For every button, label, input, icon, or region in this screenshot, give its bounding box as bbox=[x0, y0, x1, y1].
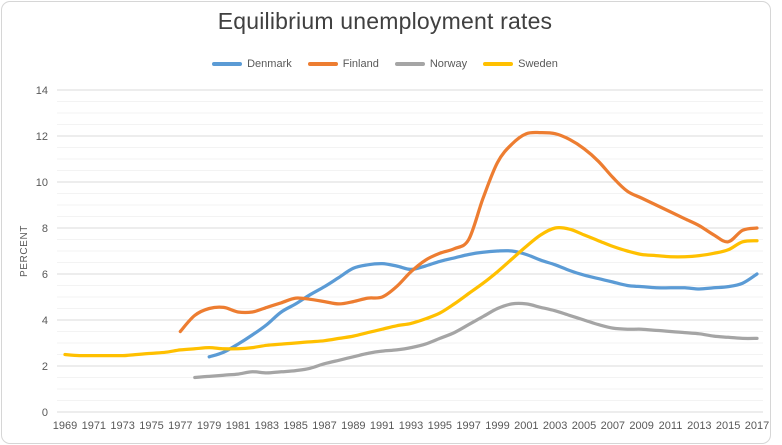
x-axis-tick-label: 2005 bbox=[572, 420, 596, 432]
x-axis-tick-label: 2007 bbox=[601, 420, 625, 432]
x-axis-tick-label: 1985 bbox=[283, 420, 307, 432]
x-axis-tick-label: 2015 bbox=[716, 420, 740, 432]
legend-label-denmark: Denmark bbox=[247, 58, 292, 70]
x-axis-tick-label: 1995 bbox=[428, 420, 452, 432]
x-axis-tick-label: 1997 bbox=[456, 420, 480, 432]
x-axis-tick-label: 1975 bbox=[139, 420, 163, 432]
x-axis-tick-label: 1979 bbox=[197, 420, 221, 432]
x-axis-tick-label: 1973 bbox=[110, 420, 134, 432]
legend-label-sweden: Sweden bbox=[518, 58, 558, 70]
y-axis-tick-label: 14 bbox=[36, 85, 48, 97]
series-lines bbox=[63, 130, 759, 380]
y-axis-tick-label: 0 bbox=[42, 407, 48, 419]
series-line-sweden bbox=[63, 225, 759, 358]
legend-swatch-sweden bbox=[483, 62, 514, 66]
legend-swatch-norway bbox=[394, 62, 425, 66]
x-axis-tick-label: 1977 bbox=[168, 420, 192, 432]
series-line-finland bbox=[178, 130, 759, 334]
legend-item-sweden: Sweden bbox=[483, 58, 558, 70]
x-axis-tick-label: 1971 bbox=[82, 420, 106, 432]
y-axis-tick-label: 6 bbox=[42, 269, 48, 281]
minor-gridlines bbox=[57, 101, 763, 401]
x-axis-tick-labels: 1969 1971 1973 1975 1977 1979 1981 1983 1985 1987… bbox=[53, 420, 769, 432]
legend-item-norway: Norway bbox=[394, 58, 468, 70]
x-axis-tick-label: 1989 bbox=[341, 420, 365, 432]
y-axis-tick-label: 2 bbox=[42, 361, 48, 373]
x-axis-tick-label: 1981 bbox=[226, 420, 250, 432]
x-axis-tick-label: 2009 bbox=[629, 420, 653, 432]
y-axis-tick-labels: 0 2 4 6 8 10 12 14 bbox=[36, 85, 48, 419]
y-axis-tick-label: 8 bbox=[42, 223, 48, 235]
major-gridlines bbox=[57, 89, 763, 413]
legend-label-finland: Finland bbox=[342, 58, 379, 70]
x-axis-tick-label: 1987 bbox=[312, 420, 336, 432]
y-axis-title: PERCENT bbox=[19, 225, 30, 277]
x-axis-tick-label: 1999 bbox=[485, 420, 509, 432]
x-axis-tick-label: 1969 bbox=[53, 420, 77, 432]
legend-swatch-finland bbox=[307, 62, 338, 66]
y-axis-tick-label: 12 bbox=[36, 131, 48, 143]
x-axis-tick-label: 2001 bbox=[514, 420, 538, 432]
series-line-denmark bbox=[207, 249, 759, 359]
chart-title: Equilibrium unemployment rates bbox=[217, 8, 553, 34]
x-axis-tick-label: 2011 bbox=[659, 420, 683, 432]
legend-label-norway: Norway bbox=[429, 58, 468, 70]
x-axis-tick-label: 1993 bbox=[399, 420, 423, 432]
series-line-norway bbox=[193, 301, 759, 380]
x-axis-tick-label: 2017 bbox=[745, 420, 769, 432]
legend-item-finland: Finland bbox=[307, 58, 379, 70]
legend-item-denmark: Denmark bbox=[212, 58, 292, 70]
y-axis-tick-label: 4 bbox=[42, 315, 48, 327]
legend: Denmark Finland Norway Sweden bbox=[0, 58, 770, 70]
x-axis-tick-label: 2013 bbox=[687, 420, 711, 432]
y-axis-tick-label: 10 bbox=[36, 177, 48, 189]
x-axis-tick-label: 1983 bbox=[255, 420, 279, 432]
legend-swatch-denmark bbox=[212, 62, 243, 66]
x-axis-tick-label: 1991 bbox=[370, 420, 394, 432]
x-axis-tick-label: 2003 bbox=[543, 420, 567, 432]
